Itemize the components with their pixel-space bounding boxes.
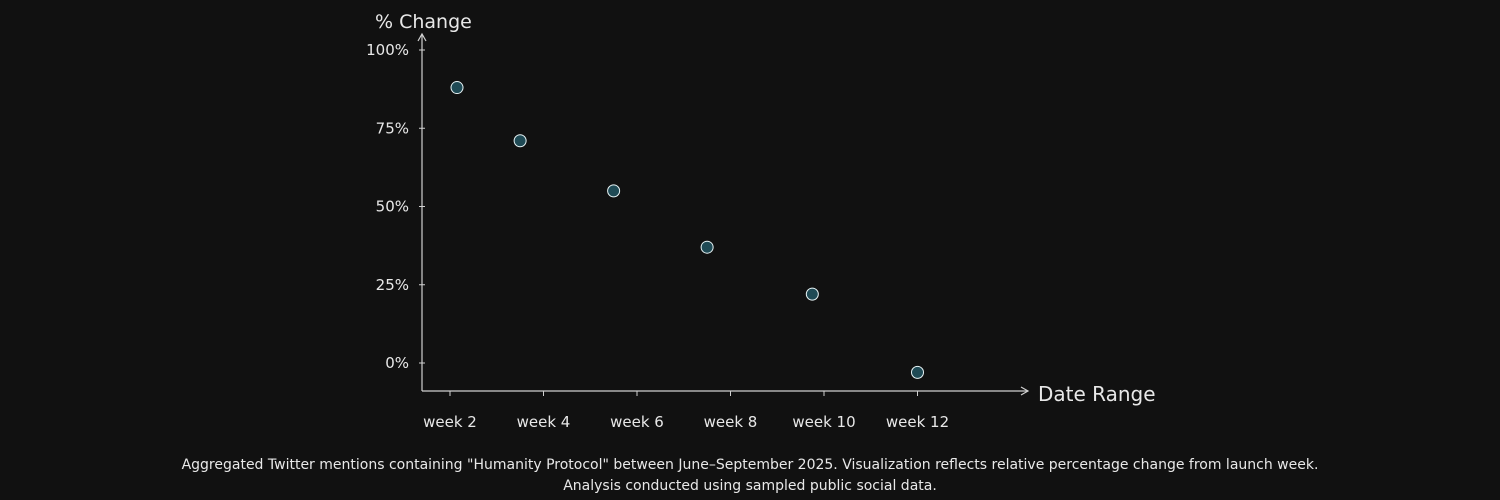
data-point [450, 81, 464, 95]
axes [417, 32, 1030, 396]
caption-line-1: Aggregated Twitter mentions containing "… [181, 457, 1319, 473]
y-tick-label: 0% [385, 354, 409, 372]
x-tick-label: week 4 [517, 413, 571, 431]
data-point [513, 134, 527, 148]
x-tick-label: week 8 [704, 413, 758, 431]
data-point [805, 287, 819, 301]
x-tick-label: week 6 [610, 413, 664, 431]
x-tick-label: week 10 [792, 413, 855, 431]
data-point [607, 184, 621, 198]
data-point [700, 240, 714, 254]
data-points [450, 81, 924, 379]
y-axis-arrow [417, 32, 427, 42]
ticks: 100% 75% 50% 25% 0% week 2 week 4 week 6 week 8 w… [366, 41, 949, 431]
y-tick-label: 75% [376, 119, 409, 137]
chart-caption: Aggregated Twitter mentions containing "… [0, 455, 1500, 497]
caption-line-2: Analysis conducted using sampled public … [563, 478, 937, 494]
x-axis-label: Date Range [1038, 382, 1156, 406]
y-tick-label: 100% [366, 41, 409, 59]
x-axis-arrow [1020, 386, 1030, 396]
y-tick-label: 25% [376, 276, 409, 294]
x-tick-label: week 12 [886, 413, 949, 431]
x-tick-label: week 2 [423, 413, 477, 431]
y-tick-label: 50% [376, 198, 409, 216]
y-axis-label: % Change [375, 11, 472, 33]
data-point [911, 365, 924, 379]
